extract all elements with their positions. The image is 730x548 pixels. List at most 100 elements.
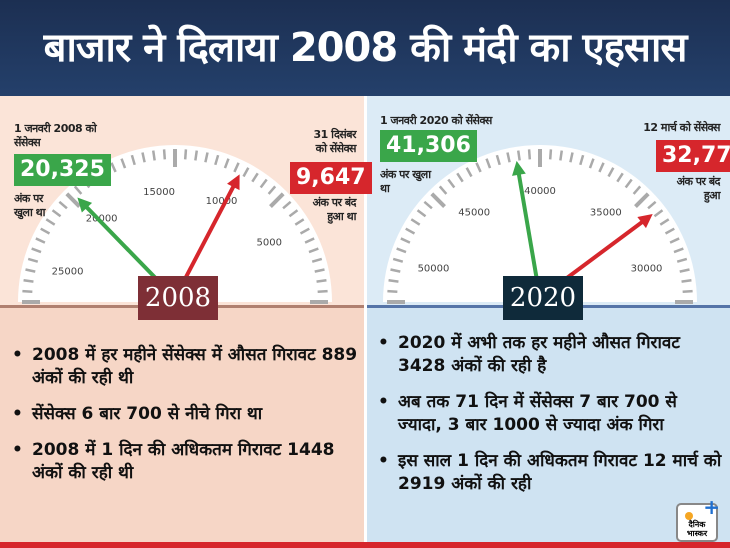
- gauge-tick: [183, 149, 188, 160]
- gauge-tick: [681, 278, 692, 283]
- gauge-tick: [624, 178, 633, 189]
- gauge-tick: [110, 162, 117, 173]
- gauge-tick: [316, 278, 327, 283]
- gauge-tick: [267, 185, 277, 195]
- gauge-tick-label: 10000: [206, 196, 238, 207]
- gauge-tick: [45, 218, 56, 226]
- dainik-bhaskar-logo: + दैनिक भास्कर: [676, 497, 720, 542]
- gauge-dial: [383, 145, 697, 302]
- gauge-tick: [151, 150, 156, 161]
- gauge-tick: [194, 150, 199, 161]
- gauge-tick: [223, 158, 230, 169]
- gauge-tick: [387, 289, 398, 294]
- gauge-tick-label: 30000: [631, 263, 663, 274]
- gauge-tick: [269, 192, 285, 208]
- gauge-tick: [456, 172, 464, 183]
- gauge-tick: [27, 257, 39, 263]
- gauge-tick: [506, 152, 511, 163]
- gauge-tick: [588, 158, 595, 169]
- gauge-tick: [634, 192, 650, 208]
- bottom-bar: [0, 542, 730, 548]
- end-note-2008: अंक पर बंद हुआ था: [312, 196, 357, 223]
- gauge-tick: [410, 218, 421, 226]
- bullet: 2020 में अभी तक हर महीने औसत गिरावट 3428…: [374, 332, 726, 378]
- gauge-tick: [676, 257, 688, 263]
- year-badge-2008: 2008: [138, 276, 218, 320]
- gauge-tick: [664, 227, 675, 235]
- gauge-tick: [299, 227, 310, 235]
- gauge-tick: [141, 152, 146, 163]
- gauge-tick: [495, 154, 501, 166]
- gauge-tick: [311, 257, 323, 263]
- gauge-tick: [673, 247, 684, 254]
- gauge-tick: [388, 278, 399, 283]
- end-note-2020: अंक पर बंद हुआ: [676, 175, 721, 202]
- gauge-tick: [242, 167, 250, 178]
- bullet: अब तक 71 दिन में सेंसेक्स 7 बार 700 से ज…: [374, 391, 726, 437]
- gauge-tick: [294, 218, 305, 226]
- gauge-tick: [653, 209, 664, 218]
- gauge-tick: [130, 154, 136, 166]
- gauge-tick: [65, 192, 81, 208]
- year-badge-2020: 2020: [503, 276, 583, 320]
- gauge-tick: [214, 154, 220, 166]
- start-note-2020: अंक पर खुला था: [380, 168, 431, 195]
- gauge-tick-label: 20000: [86, 213, 118, 224]
- gauge-tick-label: 40000: [524, 186, 556, 197]
- gauge-tick: [304, 237, 315, 244]
- gauge-tick-label: 45000: [458, 207, 490, 218]
- gauge-tick: [396, 247, 407, 254]
- gauge-tick: [308, 247, 319, 254]
- gauge-tick: [607, 167, 615, 178]
- gauge-tick: [423, 200, 433, 210]
- gauge-tick-label: 5000: [256, 237, 281, 248]
- gauge-tick: [416, 209, 427, 218]
- gauge-tick: [35, 237, 46, 244]
- gauge-tick: [390, 268, 401, 273]
- gauge-tick: [23, 278, 34, 283]
- gauge-tick: [616, 172, 624, 183]
- gauge-tick: [682, 289, 693, 294]
- gauge-tick-label: 35000: [590, 207, 622, 218]
- gauge-tick: [314, 268, 325, 273]
- gauge-tick: [317, 289, 328, 294]
- gauge-tick: [392, 257, 404, 263]
- gauge-tick: [40, 227, 51, 235]
- gauge-tick: [282, 200, 292, 210]
- end-label-2008: 31 दिसंबर को सेंसेक्स: [313, 128, 356, 155]
- start-needle-arrowhead: [77, 197, 93, 213]
- gauge-tick: [516, 150, 521, 161]
- end-label-2020: 12 मार्च को सेंसेक्स: [643, 121, 720, 134]
- gauge-tick: [579, 154, 585, 166]
- gauge-tick: [485, 158, 492, 169]
- start-label-2020: 1 जनवरी 2020 को सेंसेक्स: [380, 114, 492, 127]
- page-title: बाजार ने दिलाया 2008 की मंदी का एहसास: [0, 0, 730, 96]
- gauge-tick-label: 50000: [418, 263, 450, 274]
- bullet: 2008 में 1 दिन की अधिकतम गिरावट 1448 अंक…: [8, 439, 358, 485]
- gauge-tick: [73, 185, 83, 195]
- end-value-2008: 9,647: [290, 162, 372, 194]
- gauge-tick: [669, 237, 680, 244]
- gauge-tick: [120, 158, 127, 169]
- gauge-tick: [475, 162, 482, 173]
- gauge-2020: 50000 45000 40000 35000 30000: [383, 145, 697, 304]
- end-value-2020: 32,778: [656, 140, 730, 172]
- gauge-tick: [58, 200, 68, 210]
- gauge-tick: [31, 247, 42, 254]
- end-needle-arrowhead: [637, 213, 653, 229]
- gauge-tick-label: 25000: [52, 266, 84, 277]
- gauge-tick: [251, 172, 259, 183]
- gauge-tick: [162, 149, 167, 160]
- bullet: इस साल 1 दिन की अधिकतम गिरावट 12 मार्च क…: [374, 450, 726, 496]
- gauge-tick: [288, 209, 299, 218]
- gauge-tick: [51, 209, 62, 218]
- bullets-2008: 2008 में हर महीने सेंसेक्स में औसत गिराव…: [8, 344, 358, 498]
- gauge-tick: [647, 200, 657, 210]
- gauge-tick: [598, 162, 605, 173]
- gauge-tick: [233, 162, 240, 173]
- gauge-tick: [204, 152, 209, 163]
- bullets-2020: 2020 में अभी तक हर महीने औसत गिरावट 3428…: [374, 332, 726, 509]
- start-note-2008: अंक पर खुला था: [14, 192, 46, 219]
- gauge-tick: [25, 268, 36, 273]
- gauge-tick: [569, 152, 574, 163]
